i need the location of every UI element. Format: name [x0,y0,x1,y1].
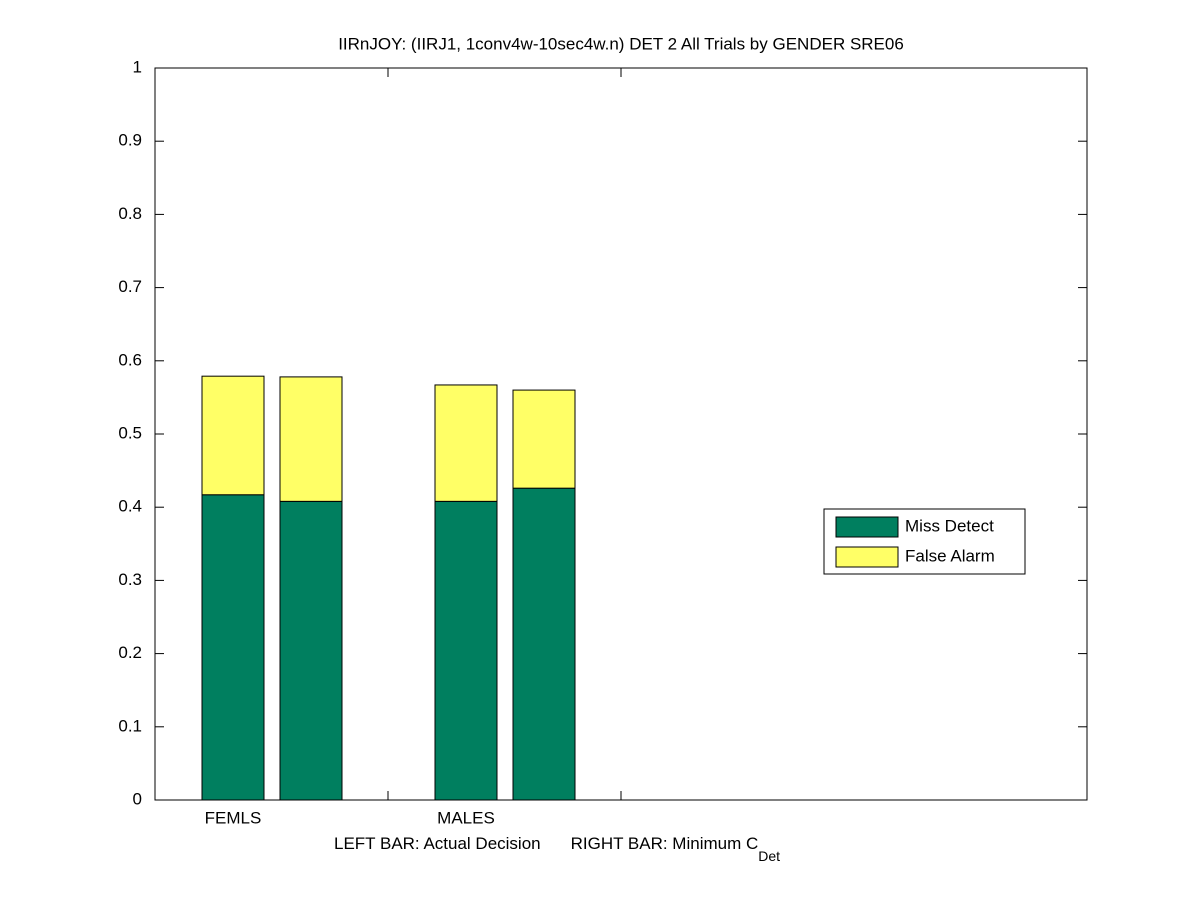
legend-label: False Alarm [905,546,995,565]
y-tick-label: 0 [133,789,142,808]
x-tick-label: MALES [437,808,495,827]
bar-segment [512,487,576,801]
y-tick-label: 0.8 [118,204,142,223]
xlabel-subscript: Det [758,848,780,864]
y-tick-label: 1 [133,57,142,76]
bar-segment [201,494,265,801]
y-tick-label: 0.7 [118,277,142,296]
bar-segment [512,389,576,489]
bar-segment [434,384,498,502]
x-axis-label: LEFT BAR: Actual Decision RIGHT BAR: Mini… [334,834,780,863]
bar-segment [201,375,265,496]
plot-area [201,375,576,801]
xlabel-right: RIGHT BAR: Minimum C [571,834,759,853]
bar-segment [279,500,343,801]
bar-segment [434,500,498,801]
legend: Miss Detect False Alarm [823,508,1026,575]
x-tick-label: FEMLS [205,808,262,827]
legend-items: Miss Detect False Alarm [835,516,995,568]
legend-label: Miss Detect [905,516,994,535]
chart-title: IIRnJOY: (IIRJ1, 1conv4w-10sec4w.n) DET … [338,34,904,53]
y-tick-label: 0.6 [118,350,142,369]
xlabel-left: LEFT BAR: Actual Decision [334,834,541,853]
bar-segment [279,376,343,502]
y-tick-label: 0.2 [118,643,142,662]
legend-swatch [835,516,899,538]
y-tick-label: 0.5 [118,423,142,442]
legend-swatch [835,546,899,568]
y-tick-label: 0.1 [118,716,142,735]
y-tick-label: 0.9 [118,131,142,150]
y-tick-label: 0.4 [118,497,142,516]
y-tick-label: 0.3 [118,570,142,589]
